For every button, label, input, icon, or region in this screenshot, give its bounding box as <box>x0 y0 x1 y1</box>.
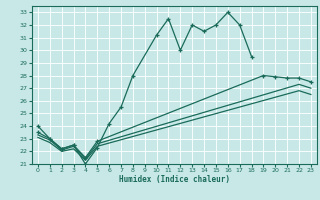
X-axis label: Humidex (Indice chaleur): Humidex (Indice chaleur) <box>119 175 230 184</box>
